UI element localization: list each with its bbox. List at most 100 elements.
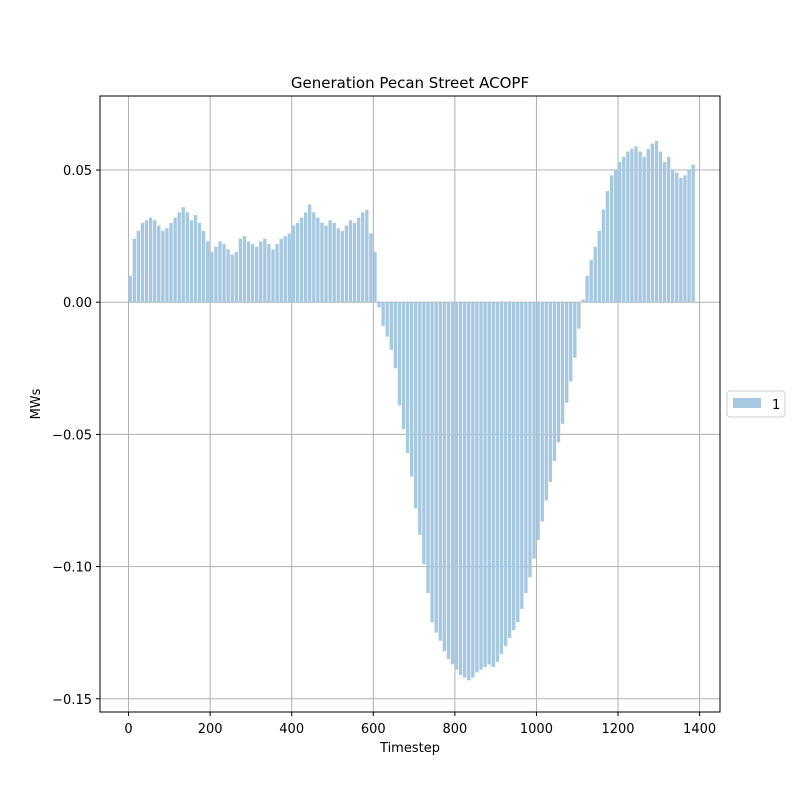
bar — [410, 302, 414, 477]
bar — [128, 275, 132, 303]
bar — [316, 217, 320, 303]
bar — [271, 249, 275, 303]
bar — [246, 241, 251, 303]
x-tick-label: 0 — [124, 722, 132, 737]
bar — [185, 212, 190, 303]
bar — [397, 302, 402, 406]
bar — [308, 204, 312, 303]
bar — [581, 299, 585, 303]
plot-frame — [99, 95, 721, 713]
x-tick-label: 1000 — [520, 722, 553, 737]
bar — [471, 302, 475, 678]
bar — [161, 230, 165, 303]
y-tick-label: −0.10 — [52, 561, 92, 576]
bar — [295, 222, 300, 303]
bar — [422, 302, 426, 564]
bar — [491, 302, 495, 668]
bar — [328, 220, 332, 303]
bar — [426, 302, 430, 594]
bar — [238, 238, 243, 303]
y-axis-label: MWs — [29, 388, 44, 419]
bar — [218, 241, 222, 303]
bar — [401, 302, 406, 430]
bar — [675, 172, 679, 303]
bar — [609, 175, 614, 303]
bar — [666, 156, 671, 303]
bar — [671, 170, 675, 303]
bar — [626, 151, 630, 303]
bar — [597, 230, 601, 303]
bar — [499, 302, 504, 654]
y-tick-label: −0.05 — [52, 428, 92, 443]
bar — [177, 212, 181, 303]
bar — [516, 302, 520, 623]
bar — [691, 164, 695, 303]
bar — [377, 302, 381, 308]
bar — [520, 302, 524, 609]
bar — [573, 302, 577, 358]
x-axis-label: Timestep — [379, 741, 440, 756]
bar — [157, 225, 161, 303]
bar — [650, 143, 655, 303]
bar — [344, 225, 349, 303]
bar — [242, 236, 247, 303]
bar — [622, 156, 626, 303]
bar — [348, 220, 353, 303]
y-tick-label: −0.15 — [52, 693, 92, 708]
bar — [642, 156, 646, 303]
bar — [352, 222, 357, 303]
chart-title: Generation Pecan Street ACOPF — [291, 74, 529, 92]
legend-label: 1 — [772, 398, 780, 413]
bar — [210, 251, 214, 303]
bar — [556, 302, 561, 443]
bar — [540, 302, 544, 522]
bar — [279, 238, 283, 303]
bar — [638, 151, 642, 303]
bar — [324, 225, 328, 303]
bar — [369, 233, 373, 303]
bar — [630, 148, 634, 303]
bar — [589, 259, 593, 303]
bar — [565, 302, 569, 403]
bar — [524, 302, 528, 594]
bar — [618, 162, 622, 303]
bar — [267, 244, 271, 303]
bar — [153, 220, 157, 303]
bar — [230, 254, 234, 303]
bar — [430, 302, 434, 623]
bar — [585, 275, 589, 303]
bar — [414, 302, 418, 509]
bar — [434, 302, 438, 633]
bar — [450, 302, 455, 665]
bar — [361, 212, 365, 303]
bar — [418, 302, 422, 535]
bar — [340, 230, 345, 303]
bar — [548, 302, 553, 482]
bar — [479, 302, 483, 670]
bar — [250, 244, 255, 303]
ticks: 0 200 400 600 800 1000 1200 1400 −0.15 −0.10 −0.05… — [52, 164, 716, 737]
bar — [381, 302, 385, 327]
bar — [507, 302, 512, 638]
bar — [683, 175, 687, 303]
bar — [634, 146, 638, 303]
bar — [569, 302, 573, 382]
bar — [654, 140, 659, 303]
bar — [511, 302, 516, 631]
bar — [197, 222, 202, 303]
bar — [393, 302, 398, 369]
bar — [132, 238, 136, 303]
bar — [234, 251, 238, 303]
bar — [365, 209, 369, 303]
bar — [679, 177, 683, 303]
bar — [662, 162, 667, 303]
bar — [206, 241, 210, 303]
bar — [483, 302, 487, 668]
bar — [263, 238, 267, 303]
bar — [495, 302, 500, 662]
x-tick-label: 600 — [361, 722, 386, 737]
bar — [165, 228, 169, 303]
y-tick-label: 0.00 — [63, 296, 92, 311]
bar — [503, 302, 508, 646]
